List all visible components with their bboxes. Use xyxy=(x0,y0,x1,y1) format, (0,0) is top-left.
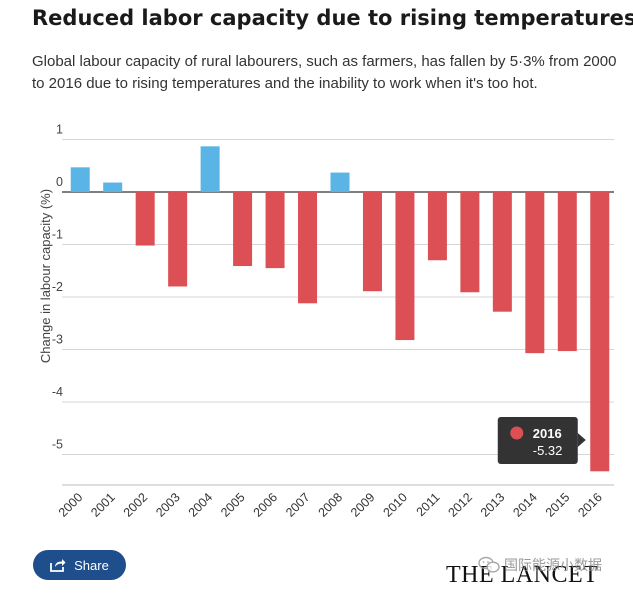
chat-bubbles-icon xyxy=(478,556,500,573)
x-tick-label: 2015 xyxy=(543,490,573,520)
bar-2009 xyxy=(362,192,382,292)
y-axis-title: Change in labour capacity (%) xyxy=(38,189,53,363)
x-tick-label: 2005 xyxy=(218,490,248,520)
bar-2015 xyxy=(557,192,577,352)
bar-2006 xyxy=(265,192,285,269)
x-tick-label: 2013 xyxy=(478,490,508,520)
x-tick-label: 2002 xyxy=(121,490,151,520)
bar-2011 xyxy=(427,192,447,261)
bar-2008 xyxy=(330,172,350,192)
tooltip-value: -5.32 xyxy=(533,443,563,458)
chart-subtitle: Global labour capacity of rural labourer… xyxy=(32,53,617,92)
watermark-text: 国际能源小数据 xyxy=(504,557,602,573)
y-tick-label: -5 xyxy=(52,438,63,452)
tooltip-year: 2016 xyxy=(533,426,562,441)
y-tick-label: 0 xyxy=(56,175,63,189)
x-tick-label: 2016 xyxy=(575,490,605,520)
bar-2016 xyxy=(590,192,610,472)
x-tick-label: 2003 xyxy=(153,490,183,520)
bar-2004 xyxy=(200,146,220,192)
x-tick-label: 2006 xyxy=(251,490,281,520)
bar-2005 xyxy=(233,192,253,267)
bar-2000 xyxy=(70,167,90,192)
bar-2013 xyxy=(492,192,512,312)
x-tick-label: 2000 xyxy=(56,490,86,520)
bar-2012 xyxy=(460,192,480,293)
tooltip-pointer xyxy=(577,433,586,447)
chart-title: Reduced labor capacity due to rising tem… xyxy=(32,6,633,30)
bar-2003 xyxy=(168,192,188,287)
share-label: Share xyxy=(74,557,109,573)
publisher-logo: THE LANCET xyxy=(446,562,599,588)
y-tick-label: -1 xyxy=(52,228,63,242)
bar-2014 xyxy=(525,192,545,354)
bar-2007 xyxy=(298,192,318,304)
tooltip-marker-icon xyxy=(510,426,524,440)
x-tick-label: 2009 xyxy=(348,490,378,520)
y-tick-label: -4 xyxy=(52,385,63,399)
share-icon xyxy=(50,559,66,572)
share-button[interactable]: Share xyxy=(33,550,126,580)
bar-chart: 1 0 -1 -2 -3 -4 -5 Change in labour capacity (%… xyxy=(38,123,614,520)
x-tick-label: 2001 xyxy=(88,490,118,520)
x-tick-label: 2010 xyxy=(380,490,410,520)
bar-2002 xyxy=(135,192,155,246)
bar-2010 xyxy=(395,192,415,341)
watermark: 国际能源小数据 xyxy=(478,555,602,575)
x-tick-label: 2014 xyxy=(510,490,540,520)
y-tick-label: 1 xyxy=(56,123,63,137)
bar-2001 xyxy=(103,182,123,192)
x-tick-label: 2004 xyxy=(186,490,216,520)
x-tick-label: 2012 xyxy=(445,490,475,520)
y-tick-label: -2 xyxy=(52,280,63,294)
x-tick-label: 2011 xyxy=(414,490,443,519)
y-tick-label: -3 xyxy=(52,333,63,347)
x-tick-label: 2008 xyxy=(316,490,346,520)
x-tick-label: 2007 xyxy=(283,490,313,520)
